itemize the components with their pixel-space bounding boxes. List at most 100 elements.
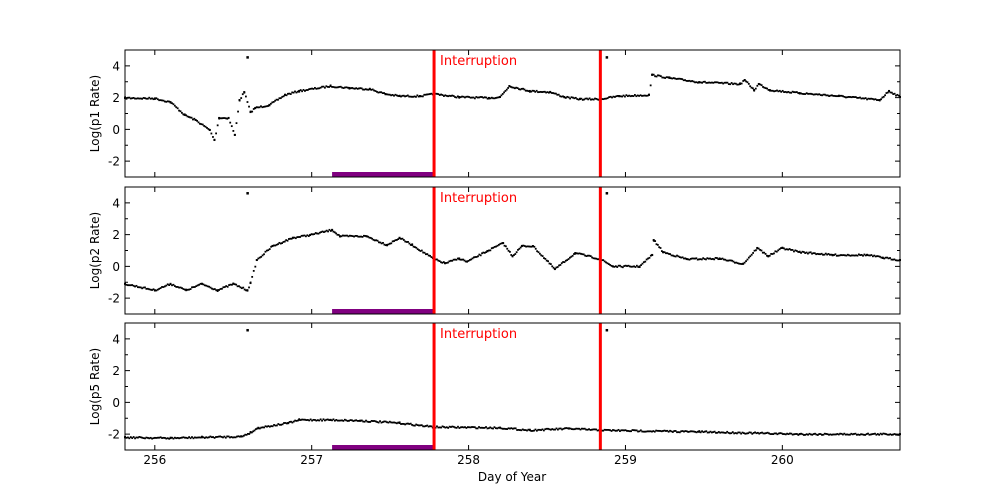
data-dot: [627, 264, 630, 267]
data-dot: [840, 432, 843, 435]
data-dot: [546, 91, 549, 94]
data-dot: [674, 430, 677, 432]
data-dot: [790, 432, 793, 435]
data-dot: [210, 132, 213, 135]
data-dot: [707, 257, 710, 260]
data-dot: [441, 94, 444, 96]
data-dot: [815, 253, 818, 256]
data-dot: [602, 98, 605, 101]
data-dot: [766, 431, 769, 434]
data-dot: [141, 287, 144, 290]
data-point: [574, 252, 577, 255]
data-dot: [616, 266, 619, 268]
outlier-point: [605, 56, 609, 59]
data-dot: [232, 130, 235, 132]
data-dot: [481, 96, 483, 98]
data-dot: [318, 231, 321, 234]
data-dot: [501, 93, 504, 95]
data-dot: [880, 98, 882, 101]
data-dot: [547, 260, 549, 263]
data-dot: [770, 252, 773, 255]
data-point: [498, 426, 501, 429]
data-dot: [306, 234, 309, 237]
data-dot: [346, 420, 349, 422]
data-dot: [556, 93, 559, 96]
data-dot: [415, 246, 418, 249]
data-point: [398, 422, 401, 425]
data-dot: [162, 436, 165, 439]
data-dot: [264, 425, 267, 428]
data-dot: [558, 264, 560, 267]
data-dot: [622, 94, 625, 97]
data-dot: [740, 82, 743, 85]
data-dot: [755, 249, 757, 252]
data-dot: [601, 98, 603, 100]
data-dot: [245, 289, 247, 292]
data-point: [458, 257, 461, 260]
data-dot: [449, 259, 452, 262]
data-dot: [466, 95, 469, 98]
data-dot: [244, 433, 247, 436]
data-dot: [438, 94, 441, 96]
data-dot: [464, 426, 466, 429]
data-dot: [691, 430, 694, 433]
data-dot: [212, 288, 215, 291]
data-dot: [358, 87, 360, 90]
data-dot: [537, 428, 540, 431]
data-dot: [873, 98, 875, 101]
data-dot: [573, 97, 576, 100]
data-dot: [839, 432, 842, 435]
data-dot: [695, 257, 698, 260]
data-dot: [854, 432, 857, 435]
data-dot: [383, 243, 386, 246]
data-dot: [461, 426, 464, 429]
data-dot: [833, 95, 836, 97]
data-dot: [573, 253, 575, 255]
data-dot: [275, 243, 278, 246]
data-dot: [216, 436, 219, 438]
data-dot: [580, 252, 582, 255]
data-dot: [780, 90, 783, 93]
data-dot: [768, 432, 770, 435]
data-dot: [890, 258, 893, 261]
data-dot: [681, 78, 684, 81]
data-dot: [582, 253, 585, 256]
data-dot: [332, 418, 335, 421]
data-dot: [301, 90, 303, 93]
data-dot: [158, 436, 161, 439]
data-dot: [215, 132, 217, 135]
data-dot: [826, 94, 829, 97]
data-dot: [543, 90, 546, 93]
data-dot: [455, 258, 458, 261]
data-dot: [351, 87, 354, 89]
data-dot: [585, 255, 588, 258]
data-dot: [559, 264, 562, 266]
data-dot: [706, 81, 709, 84]
data-dot: [662, 430, 664, 432]
data-dot: [141, 97, 144, 100]
data-dot: [737, 83, 740, 86]
data-dot: [248, 433, 251, 435]
data-dot: [695, 431, 698, 434]
data-dot: [294, 90, 296, 93]
data-dot: [181, 436, 183, 439]
data-dot: [742, 80, 745, 82]
data-dot: [326, 418, 329, 421]
data-dot: [629, 95, 632, 98]
data-dot: [144, 286, 146, 289]
data-dot: [656, 243, 659, 246]
data-dot: [869, 433, 872, 436]
data-dot: [258, 427, 261, 430]
data-dot: [784, 433, 787, 436]
data-dot: [649, 254, 652, 257]
data-point: [753, 89, 756, 92]
data-dot: [552, 266, 555, 269]
data-dot: [879, 255, 881, 258]
data-dot: [125, 283, 128, 286]
data-dot: [811, 93, 814, 96]
data-dot: [590, 98, 592, 101]
data-dot: [183, 436, 186, 439]
data-point: [249, 282, 252, 285]
data-dot: [384, 244, 387, 247]
data-dot: [282, 241, 285, 243]
